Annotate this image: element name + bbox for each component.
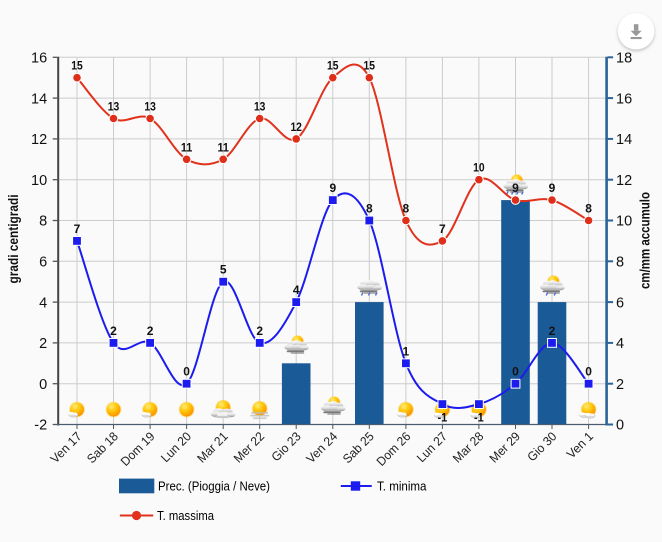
svg-text:11: 11 (217, 140, 229, 154)
svg-text:8: 8 (616, 255, 624, 271)
svg-text:15: 15 (364, 59, 376, 73)
svg-text:6: 6 (39, 255, 47, 271)
svg-text:9: 9 (549, 181, 556, 195)
svg-text:10: 10 (616, 214, 632, 230)
svg-text:1: 1 (403, 344, 410, 358)
svg-text:12: 12 (616, 173, 632, 189)
svg-text:4: 4 (293, 283, 300, 297)
svg-text:2: 2 (147, 324, 154, 338)
svg-text:-1: -1 (438, 411, 448, 425)
svg-text:T. massima: T. massima (157, 508, 215, 523)
svg-text:4: 4 (616, 336, 624, 352)
svg-text:8: 8 (403, 202, 410, 216)
svg-text:7: 7 (439, 222, 446, 236)
svg-text:2: 2 (549, 324, 556, 338)
svg-text:gradi centigradi: gradi centigradi (6, 195, 21, 284)
svg-text:2: 2 (39, 336, 47, 352)
svg-text:13: 13 (108, 100, 120, 114)
svg-text:0: 0 (39, 377, 47, 393)
svg-text:14: 14 (31, 91, 47, 107)
svg-text:Prec. (Pioggia / Neve): Prec. (Pioggia / Neve) (158, 479, 270, 494)
svg-text:10: 10 (31, 173, 47, 189)
svg-text:7: 7 (74, 222, 81, 236)
svg-text:-1: -1 (474, 411, 484, 425)
svg-text:8: 8 (366, 202, 373, 216)
svg-text:14: 14 (616, 132, 632, 148)
svg-text:2: 2 (616, 377, 624, 393)
svg-text:T. minima: T. minima (377, 479, 427, 494)
svg-text:cm/mm accumulo: cm/mm accumulo (638, 192, 653, 289)
svg-text:5: 5 (220, 263, 227, 277)
svg-text:15: 15 (71, 59, 83, 73)
svg-text:9: 9 (512, 181, 519, 195)
svg-text:0: 0 (616, 418, 624, 434)
svg-text:2: 2 (256, 324, 263, 338)
svg-text:0: 0 (585, 365, 592, 379)
svg-text:15: 15 (327, 59, 339, 73)
svg-text:16: 16 (31, 51, 47, 67)
svg-text:18: 18 (616, 51, 632, 67)
svg-text:12: 12 (290, 120, 302, 134)
svg-text:0: 0 (512, 365, 519, 379)
svg-text:9: 9 (329, 181, 336, 195)
svg-text:6: 6 (616, 295, 624, 311)
svg-text:0: 0 (183, 365, 190, 379)
svg-text:11: 11 (181, 140, 193, 154)
svg-text:13: 13 (144, 100, 156, 114)
svg-text:12: 12 (31, 132, 47, 148)
svg-text:10: 10 (473, 161, 485, 175)
svg-text:8: 8 (585, 202, 592, 216)
svg-text:13: 13 (254, 100, 266, 114)
svg-text:16: 16 (616, 91, 632, 107)
svg-text:2: 2 (110, 324, 117, 338)
svg-text:-2: -2 (34, 418, 47, 434)
svg-text:4: 4 (39, 295, 47, 311)
svg-text:8: 8 (39, 214, 47, 230)
